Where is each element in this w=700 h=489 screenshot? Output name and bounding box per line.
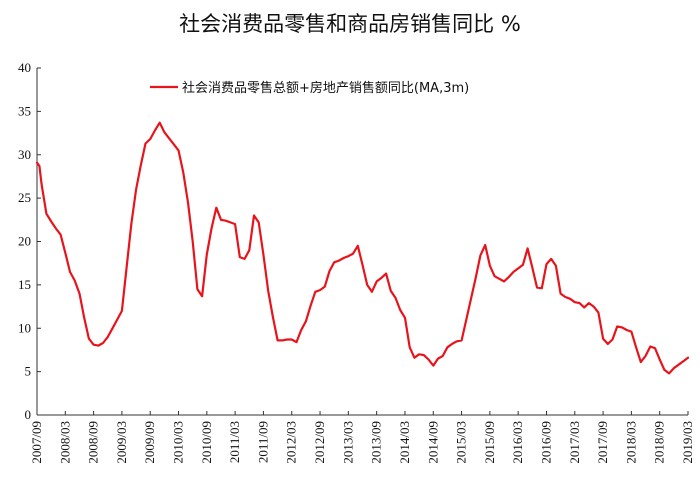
x-axis-ticks: 2007/09 2008/03 2008/09 2009/03 2009/09 2010/… xyxy=(29,411,695,464)
y-tick-label: 40 xyxy=(18,60,31,75)
y-tick-label: 5 xyxy=(25,364,32,379)
x-tick-label: 2014/03 xyxy=(397,421,412,464)
y-tick-label: 15 xyxy=(18,277,31,292)
y-tick-label: 25 xyxy=(18,190,31,205)
x-tick-label: 2010/03 xyxy=(171,421,186,464)
x-tick-label: 2013/09 xyxy=(369,421,384,464)
x-tick-label: 2014/09 xyxy=(425,421,440,464)
legend: 社会消费品零售总额+房地产销售额同比(MA,3m) xyxy=(150,80,469,96)
x-tick-label: 2013/03 xyxy=(340,421,355,464)
x-tick-label: 2016/09 xyxy=(538,421,553,464)
x-tick-label: 2012/03 xyxy=(284,421,299,464)
chart-title: 社会消费品零售和商品房销售同比 % xyxy=(179,12,521,36)
x-tick-label: 2012/09 xyxy=(312,421,327,464)
x-tick-label: 2009/03 xyxy=(114,421,129,464)
x-tick-label: 2017/09 xyxy=(595,421,610,464)
x-tick-label: 2019/03 xyxy=(680,421,695,464)
x-tick-label: 2007/09 xyxy=(29,421,44,464)
y-tick-label: 35 xyxy=(18,103,31,118)
y-tick-label: 10 xyxy=(18,320,31,335)
x-tick-label: 2011/03 xyxy=(227,421,242,463)
x-tick-label: 2008/09 xyxy=(86,421,101,464)
y-tick-label: 20 xyxy=(18,234,31,249)
legend-label: 社会消费品零售总额+房地产销售额同比(MA,3m) xyxy=(182,80,469,96)
x-tick-label: 2018/03 xyxy=(623,421,638,464)
y-tick-label: 30 xyxy=(18,147,31,162)
x-tick-label: 2008/03 xyxy=(57,421,72,464)
x-tick-label: 2017/03 xyxy=(567,421,582,464)
x-tick-label: 2010/09 xyxy=(199,421,214,464)
x-tick-label: 2018/09 xyxy=(652,421,667,464)
y-axis-ticks: 0 5 10 15 20 25 30 35 40 xyxy=(18,60,41,422)
series-group xyxy=(35,121,690,375)
y-tick-label: 0 xyxy=(25,407,32,422)
x-tick-label: 2016/03 xyxy=(510,421,525,464)
series-line xyxy=(35,121,690,375)
x-tick-label: 2011/09 xyxy=(255,421,270,463)
x-tick-label: 2015/03 xyxy=(454,421,469,464)
x-tick-label: 2009/09 xyxy=(142,421,157,464)
axes xyxy=(36,68,688,416)
x-tick-label: 2015/09 xyxy=(482,421,497,464)
